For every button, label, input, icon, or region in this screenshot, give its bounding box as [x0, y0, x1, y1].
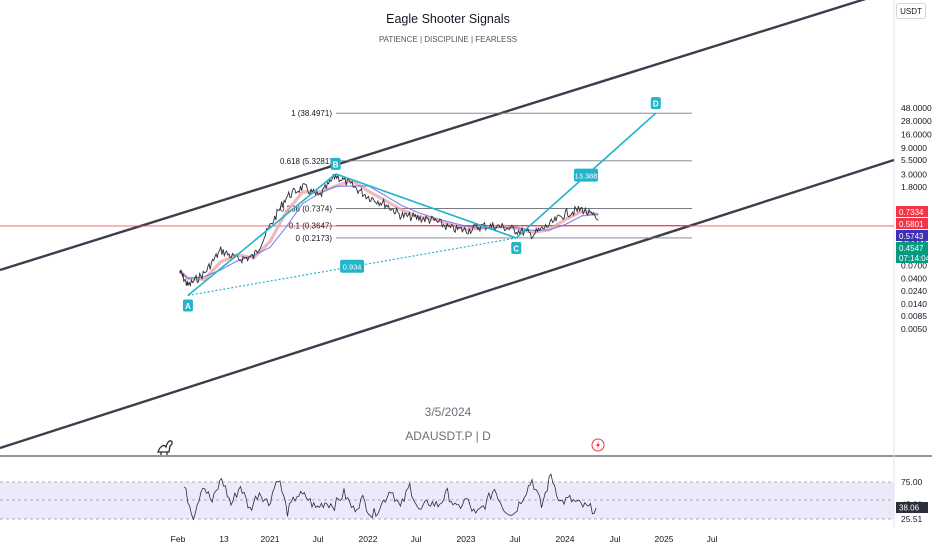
time-tick-label: Jul [707, 534, 718, 544]
flash-icon[interactable] [591, 438, 605, 452]
price-tick-label: 0.0140 [901, 299, 927, 309]
ratio-line[interactable] [187, 237, 517, 297]
price-tag-label: 0.5801 [899, 220, 924, 229]
ratio-label-box[interactable] [340, 259, 365, 273]
pattern-point-marker[interactable] [330, 157, 341, 170]
pattern-leg-ab[interactable] [187, 173, 337, 297]
rsi-tick-label: 25.51 [901, 514, 923, 524]
watermark-date: 3/5/2024 [425, 405, 472, 419]
rsi-indicator[interactable] [183, 473, 597, 521]
time-tick-label: 2025 [655, 534, 674, 544]
price-tick-label: 0.0700 [901, 260, 927, 270]
price-tag[interactable] [896, 230, 928, 241]
price-tick-label: 0.0240 [901, 286, 927, 296]
fib-level-label: 1 (38.4971) [291, 109, 332, 118]
price-tag[interactable] [896, 252, 928, 263]
price-tag-label: 0.7334 [899, 208, 924, 217]
pattern-point-marker[interactable] [650, 97, 661, 110]
main-pane[interactable] [0, 0, 894, 455]
channel-upper-line[interactable] [0, 0, 894, 272]
pattern-point-label: D [653, 100, 659, 109]
chart-subtitle: PATIENCE | DISCIPLINE | FEARLESS [379, 35, 517, 44]
watermark-symbol: ADAUSDT.P | D [405, 429, 491, 443]
rsi-tick-label: 75.00 [901, 477, 923, 487]
time-axis[interactable]: Feb 13 2021 Jul 2022 Jul 2023 Jul 2024 Jul 2025 Jul [171, 534, 718, 544]
price-tick-label: 3.0000 [901, 170, 927, 180]
fib-level-label: 0 (0.2173) [296, 234, 333, 243]
price-tick-label: 5.5000 [901, 155, 927, 165]
price-tick-label: 0.0085 [901, 311, 927, 321]
pattern-point-label: B [333, 160, 339, 169]
time-tick-label: Jul [610, 534, 621, 544]
price-series[interactable] [179, 173, 599, 288]
currency-label[interactable]: USDT [896, 3, 926, 19]
price-tag[interactable] [896, 218, 928, 229]
time-tick-label: 2022 [359, 534, 378, 544]
fibonacci-levels[interactable]: 1 (38.4971) 0.618 (5.3281) 0.236 (0.7374) 0… [280, 109, 692, 243]
price-line[interactable] [179, 173, 599, 288]
price-tag[interactable] [896, 206, 928, 217]
price-tick-label: 16.0000 [901, 129, 932, 139]
fib-level-label: 0.236 (0.7374) [280, 205, 332, 214]
ratio-label-box[interactable] [574, 168, 599, 182]
ratio-label: 13.388 [575, 172, 598, 181]
price-tick-label: 48.0000 [901, 103, 932, 113]
rsi-line[interactable] [183, 473, 597, 521]
dino-logo-icon [157, 440, 173, 455]
fib-level-label: 0.618 (5.3281) [280, 157, 332, 166]
ratio-label: 0.934 [343, 263, 362, 272]
price-tick-label: 1.8000 [901, 182, 927, 192]
time-tick-label: Jul [510, 534, 521, 544]
pattern-point-label: A [185, 302, 191, 311]
xabcd-pattern[interactable]: 13.388 0.934 A B C D [182, 97, 661, 312]
pattern-point-marker[interactable] [511, 241, 522, 254]
rsi-value-tag[interactable] [896, 502, 928, 513]
price-tag[interactable] [896, 242, 928, 253]
time-tick-label: 2023 [457, 534, 476, 544]
price-axis[interactable]: 48.0000 28.0000 16.0000 9.0000 5.5000 3.0000 1… [896, 103, 932, 524]
price-tick-label: 9.0000 [901, 143, 927, 153]
pattern-point-marker[interactable] [182, 299, 193, 312]
pattern-leg-bc[interactable] [335, 173, 517, 239]
time-tick-label: 2024 [556, 534, 575, 544]
channel-lines[interactable] [0, 0, 895, 450]
rsi-band [0, 482, 894, 519]
time-tick-label: 2021 [261, 534, 280, 544]
pattern-point-label: C [513, 244, 519, 253]
price-tag-label: 0.5743 [899, 232, 924, 241]
time-tick-label: 13 [219, 534, 229, 544]
time-tick-label: Feb [171, 534, 186, 544]
ma-fast-line [178, 178, 599, 282]
channel-lower-line[interactable] [0, 158, 895, 450]
time-tick-label: Jul [411, 534, 422, 544]
rsi-value-label: 38.06 [899, 504, 920, 513]
time-tick-label: Jul [313, 534, 324, 544]
price-tag-label: 0.4547 [899, 244, 924, 253]
chart-title: Eagle Shooter Signals [386, 12, 510, 26]
price-tick-label: 0.0400 [901, 274, 927, 284]
price-tick-label: 0.0050 [901, 324, 927, 334]
price-tick-label: 28.0000 [901, 116, 932, 126]
price-tag-label: 07:14:04 [899, 254, 931, 263]
